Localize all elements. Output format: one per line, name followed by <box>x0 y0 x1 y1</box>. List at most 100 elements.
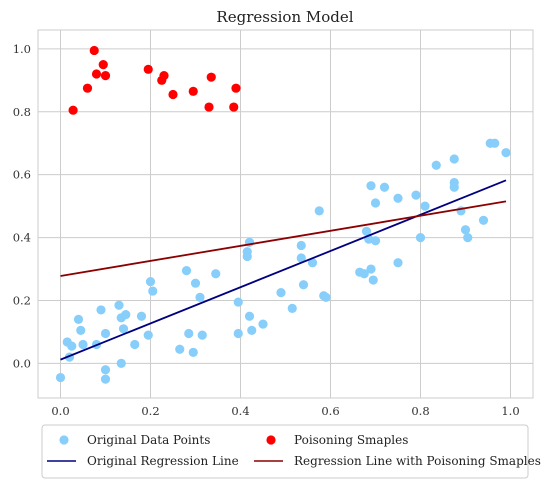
original-data-point <box>100 328 111 339</box>
original-data-point <box>379 182 390 192</box>
y-tick-label: 1.0 <box>13 42 31 56</box>
original-data-point <box>366 264 376 274</box>
poisoning-sample-point <box>143 64 153 74</box>
original-data-point <box>78 339 88 350</box>
original-data-point <box>449 182 459 192</box>
original-data-point <box>96 305 106 315</box>
poisoning-sample-point <box>188 86 198 96</box>
original-data-point <box>247 325 257 335</box>
original-data-point <box>366 181 376 191</box>
original-data-point <box>321 292 331 302</box>
y-tick-label: 0.8 <box>13 105 31 119</box>
original-data-point <box>181 266 192 276</box>
original-data-point <box>55 372 66 383</box>
poisoning-sample-point <box>168 89 178 100</box>
original-data-point <box>296 253 306 263</box>
original-data-point <box>76 325 86 335</box>
original-data-point <box>143 330 153 340</box>
series-layer <box>55 45 511 384</box>
legend-label-original-regression: Original Regression Line <box>87 454 239 468</box>
x-tick-label: 0.2 <box>141 404 159 418</box>
original-data-point <box>431 160 441 170</box>
regression-line <box>60 179 507 361</box>
original-data-point <box>298 280 309 290</box>
original-data-point <box>118 324 129 334</box>
original-data-point <box>368 275 378 285</box>
original-data-point <box>195 292 205 302</box>
legend: Original Data Points Poisoning Smaples O… <box>41 424 541 479</box>
original-data-point <box>490 138 500 148</box>
original-data-point <box>233 297 243 307</box>
original-data-point <box>415 232 426 243</box>
poisoning-sample-point <box>159 71 169 81</box>
poisoning-sample-point <box>204 102 214 112</box>
legend-marker-original-points <box>59 435 69 445</box>
grid <box>38 30 533 398</box>
poisoning-sample-point <box>91 69 102 79</box>
original-data-point <box>136 311 147 321</box>
original-data-point <box>411 190 421 200</box>
original-data-point <box>73 314 84 324</box>
original-data-point <box>211 269 221 279</box>
x-tick-label: 0.6 <box>321 404 339 418</box>
poisoning-sample-point <box>89 45 99 56</box>
x-tick-label: 0.8 <box>411 404 429 418</box>
plot-frame <box>37 29 534 399</box>
y-tick-label: 0.6 <box>13 168 31 182</box>
x-tick-labels: 0.0 0.2 0.4 0.6 0.8 1.0 <box>51 404 519 418</box>
x-tick-label: 0.0 <box>51 404 69 418</box>
chart-title: Regression Model <box>216 8 353 26</box>
original-data-point <box>420 201 430 211</box>
original-data-point <box>370 198 381 208</box>
original-data-point <box>114 300 124 310</box>
legend-label-poisoning-samples: Poisoning Smaples <box>294 433 408 447</box>
original-data-point <box>190 278 201 288</box>
original-data-point <box>307 258 318 268</box>
poisoning-sample-point <box>68 105 78 115</box>
original-data-point <box>148 286 158 296</box>
original-data-point <box>449 154 459 164</box>
original-data-point <box>296 240 306 251</box>
original-data-point <box>501 148 511 158</box>
original-data-point <box>145 277 156 287</box>
original-data-point <box>361 226 372 236</box>
original-data-point <box>175 344 185 354</box>
original-data-point <box>393 193 403 203</box>
original-data-point <box>258 319 268 329</box>
original-data-point <box>130 339 140 350</box>
poisoning-sample-point <box>82 83 93 93</box>
legend-marker-poisoning-samples <box>266 435 276 445</box>
original-data-point <box>100 374 111 384</box>
poisoning-sample-point <box>100 71 111 81</box>
original-data-point <box>184 328 194 339</box>
original-data-point <box>233 328 243 339</box>
y-tick-label: 0.4 <box>13 231 31 245</box>
regression-line <box>60 200 507 277</box>
original-data-point <box>359 269 369 279</box>
poisoning-sample-point <box>231 83 241 93</box>
original-data-point <box>242 247 252 257</box>
poisoning-sample-point <box>206 72 216 82</box>
original-data-point <box>478 215 489 225</box>
legend-label-original-points: Original Data Points <box>87 433 210 447</box>
y-tick-labels: 0.0 0.2 0.4 0.6 0.8 1.0 <box>13 42 31 371</box>
poisoning-sample-point <box>98 59 108 70</box>
original-data-point <box>393 258 403 268</box>
original-data-point <box>463 232 473 243</box>
original-data-point <box>370 236 381 246</box>
original-data-point <box>116 358 126 369</box>
original-data-point <box>460 225 471 235</box>
original-data-point <box>197 330 207 340</box>
y-tick-label: 0.2 <box>13 293 31 307</box>
original-data-point <box>121 310 131 320</box>
original-data-point <box>276 288 286 298</box>
original-data-point <box>314 206 324 216</box>
original-data-point <box>67 341 77 351</box>
poisoning-sample-point <box>229 102 239 112</box>
original-data-point <box>100 365 111 375</box>
y-tick-label: 0.0 <box>13 356 31 370</box>
x-tick-label: 1.0 <box>501 404 519 418</box>
original-data-point <box>287 303 297 313</box>
legend-frame <box>41 424 529 479</box>
